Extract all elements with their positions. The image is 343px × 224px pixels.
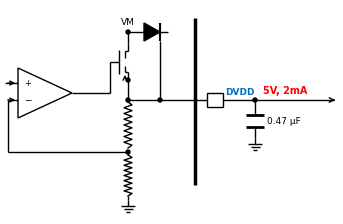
Circle shape [126,150,130,154]
Circle shape [253,98,257,102]
Text: −: − [24,95,32,105]
Circle shape [126,98,130,102]
Circle shape [126,78,130,82]
Polygon shape [144,23,160,41]
Text: +: + [25,78,32,88]
Bar [207,93,223,107]
Circle shape [158,98,162,102]
Text: VM: VM [121,18,135,27]
Text: 0.47 μF: 0.47 μF [267,116,301,125]
Text: DVDD: DVDD [225,88,255,97]
Text: 5V, 2mA: 5V, 2mA [263,86,307,96]
Circle shape [126,30,130,34]
